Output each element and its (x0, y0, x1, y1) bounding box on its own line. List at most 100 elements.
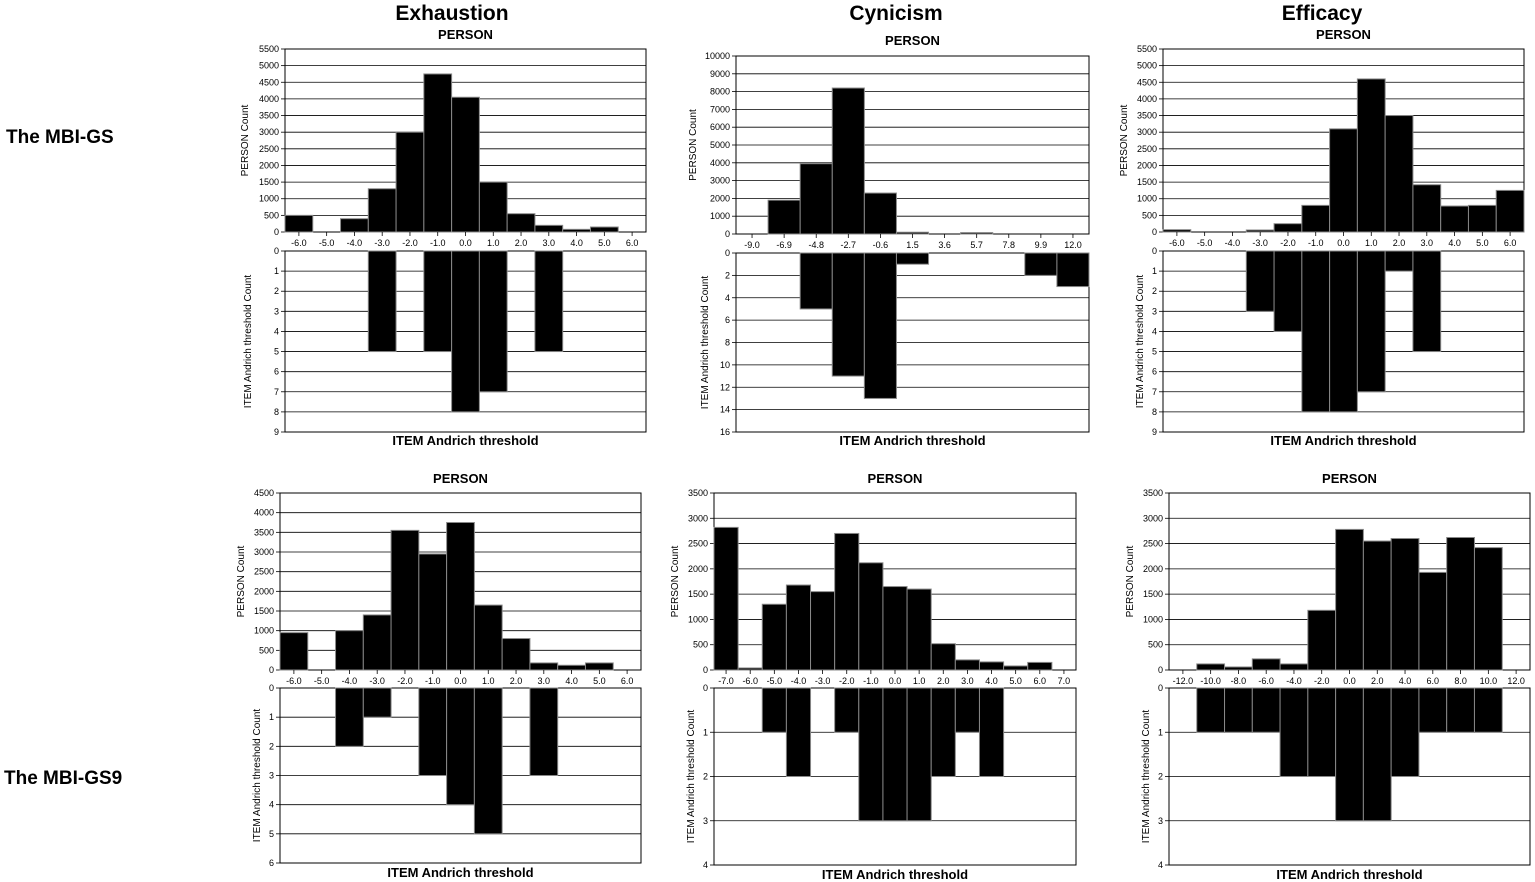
x-tick-label: -5.0 (314, 676, 330, 686)
person-bar (1335, 528, 1364, 671)
person-y-axis-label: PERSON Count (240, 104, 251, 176)
item-y-tick-label: 1 (1158, 727, 1163, 737)
person-y-tick-label: 2500 (259, 144, 279, 154)
person-bar (1384, 115, 1414, 233)
item-y-tick-label: 7 (274, 387, 279, 397)
item-y-tick-label: 4 (703, 860, 708, 870)
person-y-tick-label: 0 (725, 229, 730, 239)
person-y-tick-label: 2500 (1143, 539, 1163, 549)
person-bar (1446, 537, 1475, 671)
item-bar (335, 687, 364, 747)
item-bar (1473, 687, 1503, 733)
person-y-tick-label: 3500 (688, 488, 708, 498)
person-y-tick-label: 0 (703, 665, 708, 675)
chart-panel: 0 500 1000 1500 2000 2500 3000 3500 4000 4500 5000… (240, 27, 647, 448)
item-y-tick-label: 6 (274, 367, 279, 377)
person-y-axis-label: PERSON Count (236, 545, 247, 617)
person-y-tick-label: 0 (1152, 227, 1157, 237)
x-tick-label: 6.0 (626, 238, 639, 248)
x-tick-label: 5.0 (1009, 676, 1022, 686)
item-bar (906, 687, 932, 822)
person-y-tick-label: 5000 (1137, 61, 1157, 71)
row-label-mbi-gs9: The MBI-GS9 (4, 768, 122, 789)
x-tick-label: -1.0 (1308, 238, 1324, 248)
person-bar (1495, 189, 1525, 233)
item-y-tick-label: 14 (720, 405, 730, 415)
x-tick-label: -4.0 (347, 238, 363, 248)
item-y-tick-label: 3 (274, 306, 279, 316)
item-bar (954, 687, 980, 733)
person-bar (478, 181, 508, 233)
person-y-tick-label: 10000 (705, 51, 730, 61)
person-bar (834, 532, 860, 671)
person-panel-title: PERSON (433, 471, 488, 486)
item-bar (446, 687, 475, 806)
item-bar (423, 250, 453, 353)
item-bar (882, 687, 908, 822)
item-y-axis-label: ITEM Andrich threshold Count (1135, 275, 1146, 409)
x-tick-label: 2.0 (515, 238, 528, 248)
item-y-axis-label: ITEM Andrich threshold Count (243, 275, 254, 409)
x-tick-label: -5.0 (319, 238, 335, 248)
person-panel-title: PERSON (1316, 27, 1371, 42)
chart-panel: 0 500 1000 1500 2000 2500 3000 3500 4000 4500 5000… (1119, 27, 1525, 448)
item-bar (418, 687, 448, 776)
chart-panels: 0500100015002000250030003500400045005000… (236, 27, 1531, 882)
person-y-tick-label: 9000 (710, 69, 730, 79)
x-tick-label: 3.6 (938, 240, 951, 250)
item-x-axis-label: ITEM Andrich threshold (839, 433, 985, 448)
item-y-tick-label: 2 (725, 270, 730, 280)
row-label-mbi-gs: The MBI-GS (6, 127, 114, 148)
item-bar (799, 252, 833, 310)
person-bar (501, 638, 531, 671)
item-y-tick-label: 3 (269, 771, 274, 781)
item-y-tick-label: 2 (274, 286, 279, 296)
x-tick-label: 6.0 (1427, 676, 1440, 686)
person-bar (534, 224, 564, 233)
person-panel-title: PERSON (868, 471, 923, 486)
x-tick-label: 4.0 (1399, 676, 1412, 686)
person-y-tick-label: 3500 (1137, 111, 1157, 121)
person-y-tick-label: 3500 (1143, 488, 1163, 498)
x-tick-label: 5.0 (598, 238, 611, 248)
item-bar (1446, 687, 1475, 733)
x-tick-label: 2.0 (1393, 238, 1406, 248)
item-y-tick-label: 1 (274, 266, 279, 276)
item-x-axis-label: ITEM Andrich threshold (1270, 433, 1416, 448)
person-y-tick-label: 2000 (254, 586, 274, 596)
x-tick-label: -2.0 (1314, 676, 1330, 686)
item-y-tick-label: 8 (274, 407, 279, 417)
x-tick-label: -3.0 (1252, 238, 1268, 248)
person-y-tick-label: 6000 (710, 122, 730, 132)
person-y-tick-label: 0 (269, 665, 274, 675)
person-y-tick-label: 2000 (710, 193, 730, 203)
item-bar (451, 250, 480, 413)
x-tick-label: 6.0 (621, 676, 634, 686)
person-y-axis-label: PERSON Count (670, 545, 681, 617)
person-bar (1224, 666, 1253, 671)
item-y-tick-label: 1 (703, 727, 708, 737)
person-bar (1027, 661, 1053, 671)
item-x-axis-label: ITEM Andrich threshold (822, 867, 968, 882)
item-bar (895, 252, 930, 265)
x-tick-label: -2.7 (841, 240, 857, 250)
item-y-tick-label: 4 (274, 326, 279, 336)
person-bar (279, 632, 309, 671)
x-tick-label: 4.0 (985, 676, 998, 686)
chart-panel: 0100020003000400050006000700080009000100… (688, 33, 1090, 448)
person-bar (1362, 540, 1392, 671)
person-bar (1390, 538, 1420, 671)
x-tick-label: -4.0 (791, 676, 807, 686)
person-y-tick-label: 5500 (259, 44, 279, 54)
item-y-tick-label: 5 (269, 829, 274, 839)
person-bar (446, 522, 475, 671)
person-y-tick-label: 2000 (1143, 564, 1163, 574)
item-y-tick-label: 10 (720, 360, 730, 370)
x-tick-label: 0.0 (889, 676, 902, 686)
person-y-axis-label: PERSON Count (1119, 104, 1130, 176)
x-tick-label: 8.0 (1454, 676, 1467, 686)
x-tick-label: -7.0 (718, 676, 734, 686)
x-tick-label: 1.0 (482, 676, 495, 686)
person-bar (506, 213, 536, 233)
item-bar (1307, 687, 1337, 777)
